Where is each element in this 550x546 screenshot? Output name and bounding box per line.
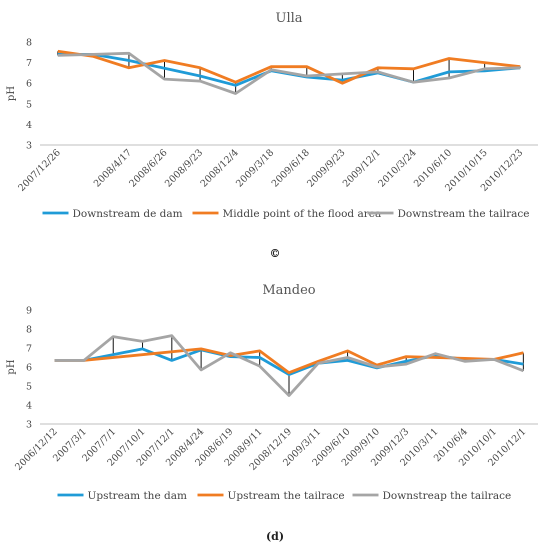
y-tick-label: 9 — [26, 306, 32, 317]
y-tick-label: 7 — [26, 344, 32, 355]
y-axis-label: pH — [6, 86, 17, 101]
y-tick-label: 8 — [26, 38, 32, 49]
series-line-3 — [57, 51, 521, 95]
legend-entry: Downstream de dam — [73, 208, 183, 220]
series-line-2 — [54, 347, 524, 375]
x-tick-label: 2007/12/26 — [16, 147, 63, 194]
panel-label: (d) — [266, 530, 284, 543]
y-tick-label: 5 — [26, 99, 32, 110]
panel-label: © — [270, 247, 281, 260]
chart-title: Ulla — [275, 11, 302, 26]
y-tick-label: 6 — [26, 363, 32, 374]
y-tick-label: 3 — [26, 141, 32, 152]
y-tick-label: 5 — [26, 382, 32, 393]
legend-entry: Upstream the tailrace — [228, 490, 345, 502]
y-tick-label: 8 — [26, 325, 32, 336]
chart-title: Mandeo — [262, 283, 315, 298]
legend-entry: Middle point of the flood area — [223, 208, 382, 220]
y-tick-label: 4 — [26, 401, 32, 412]
legend-entry: Upstream the dam — [88, 490, 187, 502]
y-axis-label: pH — [6, 359, 17, 374]
mandeo-chart: MandeopH34567892006/12/122007/3/12007/7/… — [6, 283, 538, 543]
y-tick-label: 3 — [26, 420, 32, 431]
y-tick-label: 7 — [26, 58, 32, 69]
x-tick-label: 2006/12/12 — [13, 426, 60, 473]
series-line-2 — [57, 49, 521, 85]
series-line-3 — [54, 334, 524, 397]
y-tick-label: 4 — [26, 120, 32, 131]
legend-entry: Downstream the tailrace — [398, 208, 530, 220]
legend-entry: Downstreap the tailrace — [383, 490, 512, 502]
series-line-1 — [54, 347, 524, 377]
y-tick-label: 6 — [26, 79, 32, 90]
